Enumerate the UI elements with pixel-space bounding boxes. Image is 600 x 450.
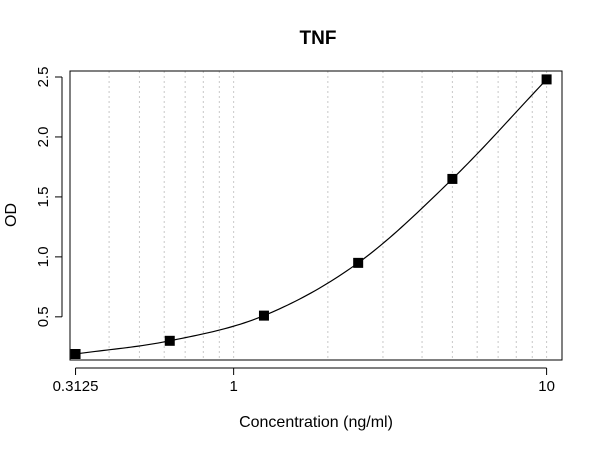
x-axis-label: Concentration (ng/ml) [239, 414, 393, 431]
data-point [164, 335, 175, 346]
fit-curve [75, 78, 548, 355]
y-tick-label: 0.5 [35, 306, 52, 327]
data-point [70, 349, 81, 360]
x-tick-label: 10 [538, 378, 555, 395]
data-point [258, 310, 269, 321]
chart-title: TNF [300, 28, 337, 49]
grid-layer [69, 71, 548, 360]
y-tick-label: 1.5 [35, 186, 52, 207]
y-tick-label: 2.0 [35, 127, 52, 148]
x-axis: 0.3125 1 10 [53, 367, 555, 395]
points-layer [70, 74, 552, 360]
y-axis: 0.5 1.0 1.5 2.0 2.5 [35, 67, 63, 327]
plot-frame [69, 70, 563, 361]
x-tick-label: 0.3125 [53, 378, 99, 395]
data-point [447, 173, 458, 184]
x-tick-label: 1 [229, 378, 237, 395]
y-axis-label: OD [3, 203, 20, 227]
y-tick-label: 1.0 [35, 246, 52, 267]
y-tick-label: 2.5 [35, 67, 52, 88]
data-point [353, 257, 364, 268]
data-point [541, 74, 552, 85]
